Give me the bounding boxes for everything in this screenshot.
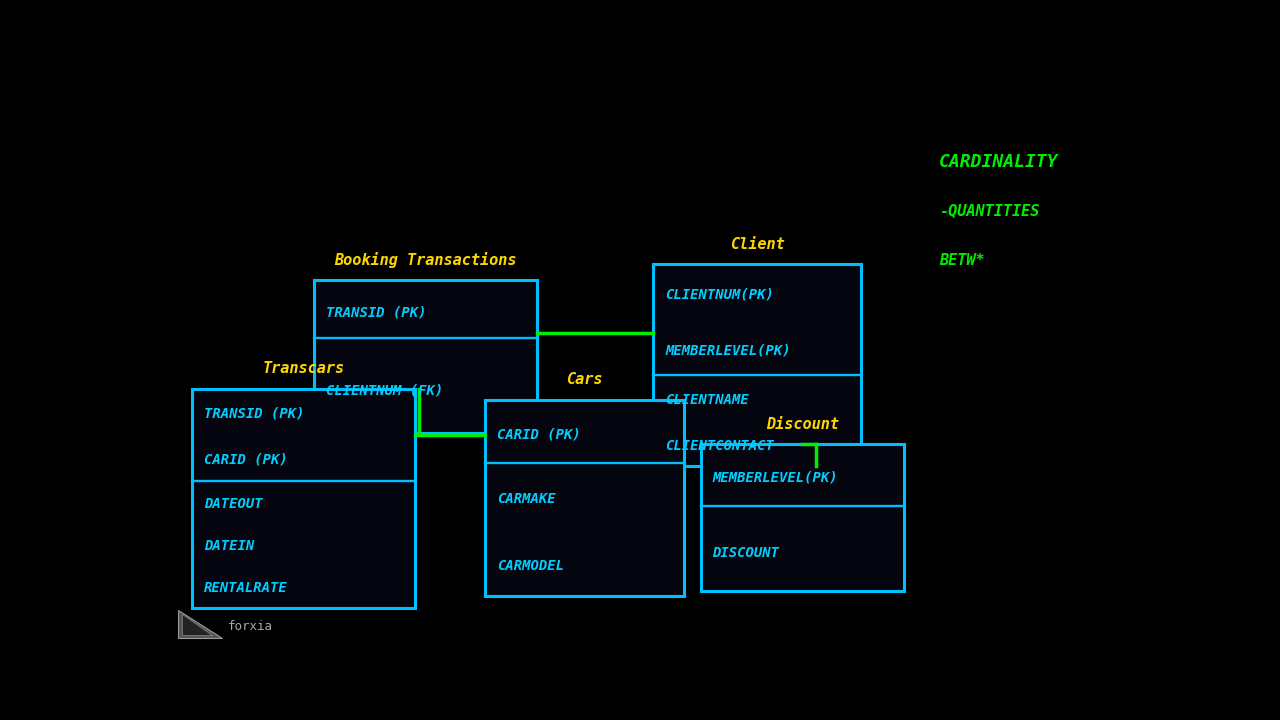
Text: TRANSID (PK): TRANSID (PK): [204, 407, 305, 421]
Text: CLIENTNUM (FK): CLIENTNUM (FK): [325, 383, 443, 397]
Text: Transcars: Transcars: [262, 361, 344, 377]
Text: CARMODEL: CARMODEL: [498, 559, 564, 573]
Text: Discount: Discount: [765, 417, 838, 432]
Text: TRANSID (PK): TRANSID (PK): [325, 305, 426, 319]
Text: DISCOUNT: DISCOUNT: [713, 546, 780, 559]
Text: DATEOUT: DATEOUT: [204, 497, 262, 510]
Bar: [700, 444, 904, 591]
Text: MEMBERLEVEL(PK): MEMBERLEVEL(PK): [664, 343, 791, 357]
Text: forxia: forxia: [228, 621, 273, 634]
Text: RENTALRATE: RENTALRATE: [204, 582, 288, 595]
Text: MEMBERLEVEL(PK): MEMBERLEVEL(PK): [713, 471, 838, 485]
Bar: [653, 264, 861, 466]
Text: CARID (PK): CARID (PK): [498, 427, 581, 441]
Text: Client: Client: [730, 237, 785, 251]
Text: CLIENTNUM(PK): CLIENTNUM(PK): [664, 287, 774, 302]
Text: -QUANTITIES: -QUANTITIES: [938, 203, 1039, 218]
Text: CARMAKE: CARMAKE: [498, 492, 556, 506]
Polygon shape: [178, 611, 221, 638]
Bar: [485, 400, 684, 596]
Text: Cars: Cars: [566, 372, 603, 387]
Text: BETW*: BETW*: [938, 253, 984, 268]
Text: CLIENTNAME: CLIENTNAME: [664, 393, 749, 407]
Polygon shape: [182, 614, 211, 635]
Text: CARID (PK): CARID (PK): [204, 453, 288, 467]
Text: CARDINALITY: CARDINALITY: [938, 153, 1059, 171]
Text: Booking Transactions: Booking Transactions: [334, 252, 517, 269]
Bar: [314, 280, 538, 433]
Text: DATEIN: DATEIN: [204, 539, 253, 553]
Text: CLIENTCONTACT: CLIENTCONTACT: [664, 438, 774, 453]
Bar: [192, 389, 415, 608]
